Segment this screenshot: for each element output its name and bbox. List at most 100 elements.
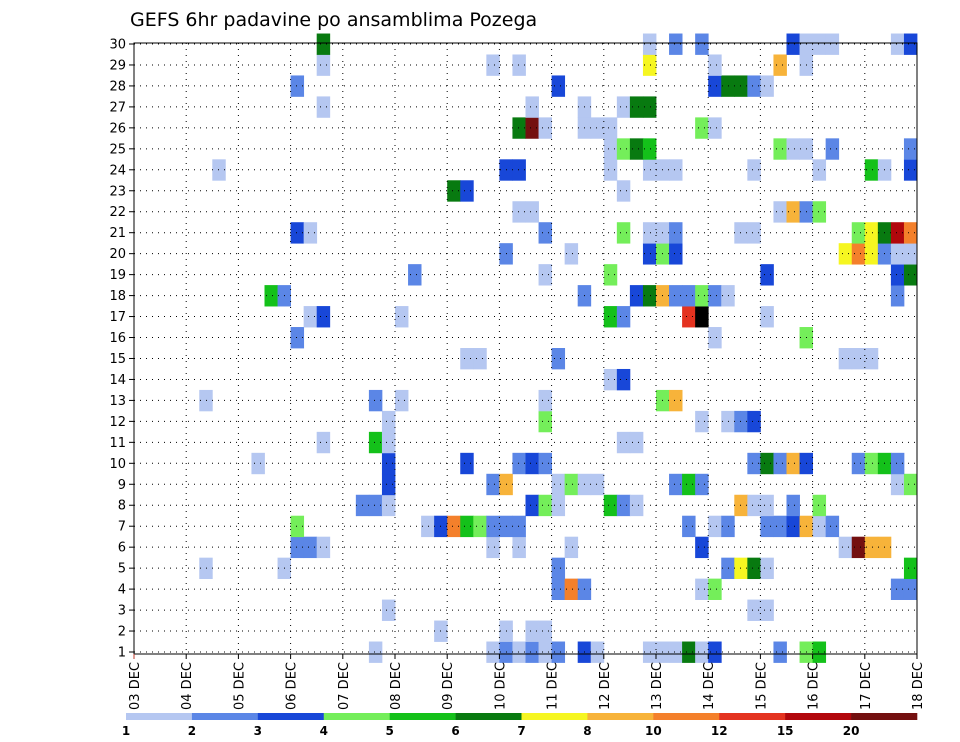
precip-cell <box>381 452 396 475</box>
precip-cell <box>616 96 631 118</box>
precip-cell <box>199 557 213 580</box>
precip-cell <box>747 75 761 97</box>
precip-cell <box>538 389 552 412</box>
precip-cell <box>486 641 500 663</box>
precip-cell <box>629 138 644 160</box>
precip-cell <box>525 620 539 642</box>
precip-cell <box>695 33 709 55</box>
x-tick-label: 08 DEC <box>389 662 404 710</box>
precip-cell <box>695 306 709 328</box>
precip-cell <box>603 368 618 391</box>
precip-cell <box>747 159 761 181</box>
precip-cell <box>603 494 618 517</box>
precip-cell <box>486 54 500 76</box>
precip-cell <box>773 515 787 538</box>
precip-cell <box>721 75 735 97</box>
precip-cell <box>629 431 644 454</box>
precip-cell <box>590 641 605 663</box>
x-tick-label: 15 DEC <box>754 662 769 710</box>
precip-cell <box>708 578 722 600</box>
precip-cell <box>747 494 761 517</box>
precip-cell <box>903 138 918 160</box>
precip-cell <box>303 222 318 244</box>
precip-cell <box>851 243 866 265</box>
precip-cell <box>747 410 761 433</box>
precip-cell <box>629 494 644 517</box>
y-tick-label: 8 <box>118 499 126 514</box>
precip-cell <box>564 536 579 559</box>
precip-cell <box>525 96 539 118</box>
precip-cell <box>316 96 331 118</box>
precipitation-cells <box>199 33 918 663</box>
precip-cell <box>368 431 383 454</box>
y-tick-label: 27 <box>109 100 126 115</box>
precip-cell <box>773 54 787 76</box>
precip-cell <box>616 494 631 517</box>
precip-cell <box>669 222 683 244</box>
precip-cell <box>512 536 526 559</box>
precip-cell <box>773 201 787 223</box>
precip-cell <box>851 222 866 244</box>
precip-cell <box>812 33 827 55</box>
precip-cell <box>812 201 827 223</box>
precip-cell <box>408 264 422 286</box>
precip-cell <box>525 452 539 475</box>
colorbar-segment <box>455 713 522 720</box>
precip-cell <box>290 327 305 349</box>
colorbar-label: 2 <box>188 724 196 738</box>
precip-cell <box>616 306 631 328</box>
precip-cell <box>812 159 827 181</box>
precip-cell <box>616 368 631 391</box>
precip-cell <box>695 410 709 433</box>
y-tick-label: 9 <box>118 478 126 493</box>
precip-cell <box>786 201 800 223</box>
chart-title: GEFS 6hr padavine po ansamblima Pozega <box>130 9 537 31</box>
plot-frame <box>133 42 918 655</box>
precip-cell <box>864 348 879 370</box>
x-tick-label: 16 DEC <box>807 662 822 710</box>
precip-cell <box>473 348 487 370</box>
precip-cell <box>590 473 605 496</box>
colorbar-segment <box>587 713 654 720</box>
precip-cell <box>486 473 500 496</box>
precip-cell <box>890 473 905 496</box>
precip-cell <box>747 599 761 621</box>
y-axis: 1234567891011121314151617181920212223242… <box>109 38 134 661</box>
colorbar-label: 4 <box>320 724 328 738</box>
colorbar-segment <box>521 713 588 720</box>
precip-cell <box>669 285 683 307</box>
y-tick-label: 30 <box>109 38 126 53</box>
precip-cell <box>512 54 526 76</box>
precip-cell <box>538 264 552 286</box>
precip-cell <box>747 452 761 475</box>
x-tick-label: 12 DEC <box>598 662 613 710</box>
precip-cell <box>903 557 918 580</box>
precip-cell <box>447 180 461 202</box>
precip-cell <box>460 180 474 202</box>
precip-cell <box>316 54 331 76</box>
precip-cell <box>734 410 748 433</box>
precip-cell <box>890 578 905 600</box>
precip-cell <box>642 641 657 663</box>
colorbar-label: 1 <box>122 724 130 738</box>
precip-cell <box>316 33 331 55</box>
precip-cell <box>629 96 644 118</box>
precip-cell <box>708 117 722 139</box>
y-tick-label: 24 <box>109 163 126 178</box>
precip-cell <box>368 389 383 412</box>
precip-cell <box>903 578 918 600</box>
precip-cell <box>460 515 474 538</box>
precip-cell <box>760 494 774 517</box>
y-tick-label: 11 <box>109 436 126 451</box>
colorbar-segment <box>191 713 259 720</box>
precip-cell <box>381 494 396 517</box>
precip-cell <box>890 33 905 55</box>
y-tick-label: 10 <box>109 457 126 472</box>
precip-cell <box>669 159 683 181</box>
precip-cell <box>695 285 709 307</box>
colorbar-label: 6 <box>451 724 459 738</box>
precip-cell <box>290 75 305 97</box>
precip-cell <box>838 536 853 559</box>
precip-cell <box>473 515 487 538</box>
